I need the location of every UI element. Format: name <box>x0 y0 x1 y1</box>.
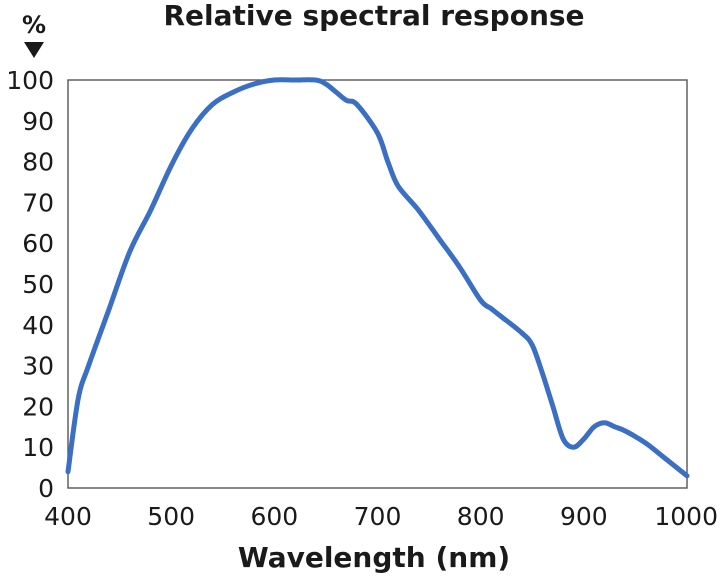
x-tick-label: 900 <box>560 502 608 531</box>
y-axis-pointer-triangle-icon <box>24 42 44 58</box>
y-axis-unit-label: % <box>22 11 46 39</box>
x-axis-label: Wavelength (nm) <box>238 541 510 574</box>
y-tick-label: 40 <box>22 311 54 340</box>
x-tick-label: 800 <box>457 502 505 531</box>
y-tick-label: 60 <box>22 229 54 258</box>
y-tick-label: 30 <box>22 352 54 381</box>
x-tick-label: 700 <box>354 502 402 531</box>
series-line <box>65 77 690 479</box>
chart-title: Relative spectral response <box>163 0 584 32</box>
y-tick-label: 0 <box>38 474 54 503</box>
y-tick-label: 90 <box>22 107 54 136</box>
x-tick-label: 500 <box>147 502 195 531</box>
y-axis-ticks: 0 10 20 30 40 50 60 70 80 90 100 <box>6 66 54 503</box>
x-tick-label: 400 <box>44 502 92 531</box>
y-tick-label: 20 <box>22 392 54 421</box>
y-tick-label: 10 <box>22 433 54 462</box>
x-tick-label: 600 <box>250 502 298 531</box>
y-tick-label: 50 <box>22 270 54 299</box>
y-tick-label: 70 <box>22 188 54 217</box>
x-axis-ticks: 400 500 600 700 800 900 1000 <box>44 502 718 531</box>
x-tick-label: 1000 <box>654 502 718 531</box>
plot-area-frame <box>67 79 688 489</box>
y-tick-label: 80 <box>22 148 54 177</box>
y-tick-label: 100 <box>6 66 54 95</box>
